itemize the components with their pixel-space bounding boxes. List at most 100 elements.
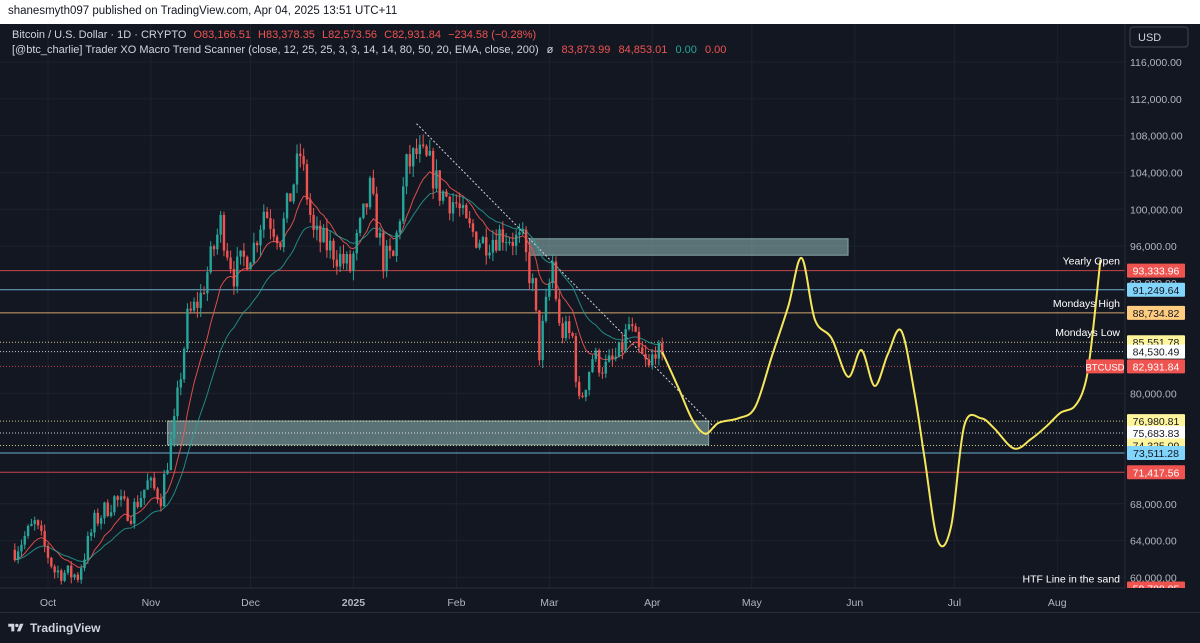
candle-body [46,545,50,558]
candle-body [641,347,644,355]
projection-line [661,256,1102,548]
legend-symbol[interactable]: Bitcoin / U.S. Dollar · 1D · CRYPTO [12,29,187,41]
level-caption: HTF Line in the sand [1023,574,1121,586]
candle-body [295,153,299,185]
candle-body [378,232,382,238]
time-tick-label: Feb [447,597,465,609]
candle-body [438,170,441,201]
candle-body [548,283,551,297]
candle-body [382,232,385,272]
candle-body [435,170,438,189]
candle-body [428,150,431,156]
candle-body [425,146,428,156]
candle-body [647,359,651,366]
level-captions: Yearly Open Mondays High Mondays Low HTF Li… [1023,256,1121,586]
candle-body [574,336,578,382]
legend-indicator-value-1: 83,873.99 [561,44,610,56]
candle-body [285,193,289,219]
price-badge [1127,359,1185,374]
time-tick-label: May [742,597,763,609]
legend-indicator[interactable]: [@btc_charlie] Trader XO Macro Trend Sca… [12,44,539,56]
legend-indicator-value-3: 0.00 [675,44,696,56]
price-tick-label: 112,000.00 [1130,94,1182,106]
candle-body [196,301,199,308]
candle-body [405,154,408,187]
candle-body [402,186,405,222]
candle-body [103,502,106,519]
candle-body [408,154,412,167]
candle-body [455,202,458,204]
candle-body [83,559,86,569]
candle-body [634,326,637,332]
candle-body [564,321,568,339]
projection-path [661,256,1102,548]
price-chart[interactable]: Yearly Open Mondays High Mondays Low HTF Li… [0,24,1200,612]
currency-button[interactable]: USD [1129,26,1189,48]
candle-body [524,229,528,253]
candle-body [302,156,305,165]
legend-high: H83,378.35 [258,29,315,41]
candle-body [60,570,63,581]
candle-body [568,321,571,334]
publisher-text: shanesmyth097 published on TradingView.c… [8,5,398,17]
candles [13,134,664,585]
legend-change: −234.58 (−0.28%) [448,29,536,41]
chart-pane[interactable]: Yearly Open Mondays High Mondays Low HTF Li… [0,24,1200,612]
tradingview-brand: TradingView [30,621,101,635]
candle-body [73,574,76,578]
price-badge-label: 88,734.82 [1133,308,1180,320]
candle-body [146,480,149,490]
candle-body [242,250,246,257]
candle-body [322,228,325,243]
time-scale[interactable]: Oct Nov Dec 2025 Feb Mar Apr May Jun Jul Aug [40,597,1067,609]
candle-body [395,232,398,256]
candle-body [471,223,475,232]
candle-body [179,379,182,388]
candle-body [236,256,239,287]
time-tick-label: Jun [846,597,863,609]
candle-body [309,199,312,215]
price-tick-label: 60,000.00 [1130,572,1177,584]
grid [0,24,1125,588]
price-tick-label: 108,000.00 [1130,131,1183,143]
candle-body [325,228,329,251]
currency-button-label: USD [1138,32,1161,44]
candle-body [614,356,617,359]
price-tick-label: 96,000.00 [1130,241,1177,253]
time-tick-label: 2025 [342,597,366,609]
candle-body [133,501,136,524]
candle-body [534,278,538,311]
price-scale[interactable]: 60,000.00 64,000.00 68,000.00 80,000.00 96,0… [1130,57,1183,584]
candle-body [481,237,485,244]
candle-body [109,512,113,517]
symbol-badge [1086,359,1124,374]
legend-low: L82,573.56 [322,29,377,41]
candle-body [40,525,43,531]
candle-body [451,202,455,214]
footer-bar: TradingView [0,612,1200,643]
candle-body [431,150,435,189]
price-badge-label: 91,249.64 [1133,285,1180,297]
price-badge [1127,426,1185,441]
time-scale-bg[interactable] [0,588,1200,612]
candle-body [282,218,285,248]
candle-body [246,256,249,270]
candle-body [50,557,53,567]
symbol-badge-label: BTCUSD [1085,362,1124,373]
legend-close: C82,931.84 [384,29,441,41]
candle-body [156,488,159,500]
time-tick-label: Oct [40,597,56,609]
candle-body [637,331,641,348]
candle-body [544,296,548,321]
candle-body [398,221,402,233]
price-badge [1127,414,1185,429]
candle-body [338,253,342,267]
candle-body [528,252,531,284]
candle-body [232,269,236,287]
candle-body [651,354,654,366]
candle-body [551,261,554,284]
candle-body [259,229,262,246]
time-tick-label: Jul [948,597,961,609]
candle-body [56,570,60,573]
candle-body [255,242,259,246]
